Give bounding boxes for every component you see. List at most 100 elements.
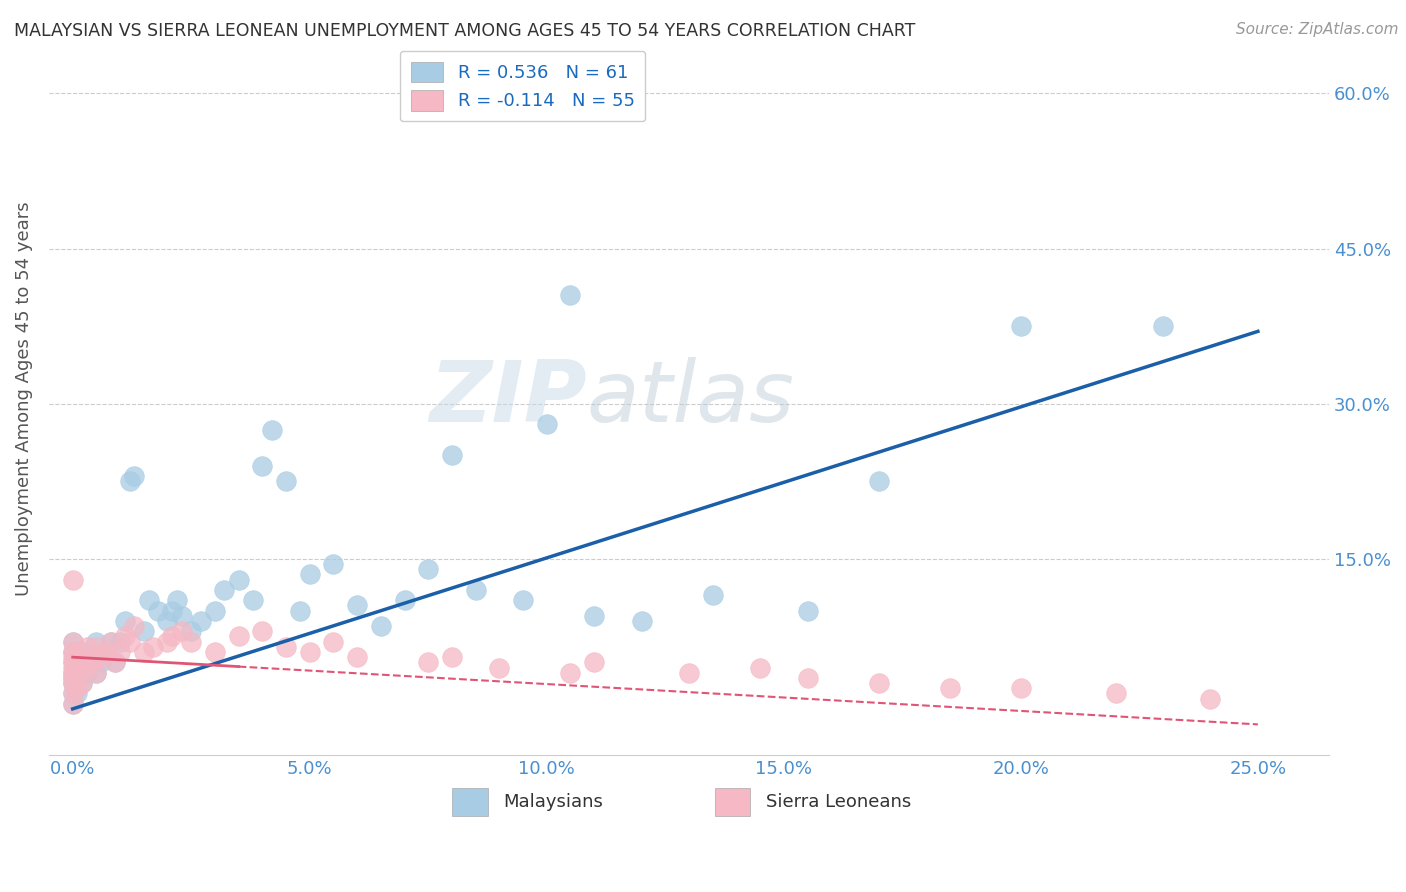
Point bbox=[868, 676, 890, 690]
Point bbox=[90, 656, 112, 670]
Point bbox=[162, 630, 184, 644]
Point bbox=[62, 665, 84, 680]
Point bbox=[749, 660, 772, 674]
Point bbox=[214, 582, 236, 597]
Point bbox=[418, 656, 440, 670]
Point bbox=[76, 660, 98, 674]
Point bbox=[142, 640, 165, 654]
Point bbox=[66, 645, 89, 659]
Point bbox=[70, 676, 93, 690]
Point bbox=[630, 614, 652, 628]
Point bbox=[180, 624, 202, 639]
Point bbox=[62, 645, 84, 659]
Point bbox=[252, 624, 274, 639]
Point bbox=[512, 593, 534, 607]
Point bbox=[678, 665, 700, 680]
Point bbox=[274, 475, 297, 489]
Point bbox=[242, 593, 264, 607]
Point bbox=[298, 567, 321, 582]
Point bbox=[418, 562, 440, 576]
Point bbox=[76, 665, 98, 680]
Point bbox=[86, 665, 108, 680]
Point bbox=[62, 645, 84, 659]
Point bbox=[346, 650, 368, 665]
Point bbox=[138, 593, 160, 607]
Point bbox=[868, 475, 890, 489]
Point bbox=[1010, 319, 1032, 334]
Point bbox=[76, 640, 98, 654]
Point bbox=[62, 665, 84, 680]
Point bbox=[62, 660, 84, 674]
Point bbox=[90, 650, 112, 665]
Point bbox=[583, 608, 606, 623]
Point bbox=[204, 604, 226, 618]
Point bbox=[80, 656, 103, 670]
Point bbox=[62, 697, 84, 711]
Point bbox=[166, 593, 188, 607]
Point bbox=[62, 686, 84, 700]
Point bbox=[124, 469, 146, 483]
Point bbox=[100, 634, 122, 648]
Point bbox=[156, 614, 179, 628]
Point bbox=[70, 656, 93, 670]
Y-axis label: Unemployment Among Ages 45 to 54 years: Unemployment Among Ages 45 to 54 years bbox=[15, 202, 32, 596]
Point bbox=[370, 619, 392, 633]
Point bbox=[62, 634, 84, 648]
Point bbox=[104, 656, 127, 670]
Point bbox=[86, 640, 108, 654]
Point bbox=[180, 634, 202, 648]
Point bbox=[1105, 686, 1128, 700]
Text: Source: ZipAtlas.com: Source: ZipAtlas.com bbox=[1236, 22, 1399, 37]
Point bbox=[76, 645, 98, 659]
Point bbox=[104, 656, 127, 670]
Point bbox=[796, 604, 818, 618]
Point bbox=[702, 588, 724, 602]
Point bbox=[118, 475, 141, 489]
Point bbox=[124, 619, 146, 633]
Point bbox=[62, 671, 84, 685]
Point bbox=[583, 656, 606, 670]
Point bbox=[156, 634, 179, 648]
Point bbox=[1199, 691, 1222, 706]
Point bbox=[560, 665, 582, 680]
Point bbox=[86, 665, 108, 680]
Point bbox=[62, 697, 84, 711]
Point bbox=[66, 665, 89, 680]
Point bbox=[108, 634, 131, 648]
Point bbox=[70, 676, 93, 690]
Point bbox=[488, 660, 510, 674]
Point bbox=[94, 645, 117, 659]
Text: MALAYSIAN VS SIERRA LEONEAN UNEMPLOYMENT AMONG AGES 45 TO 54 YEARS CORRELATION C: MALAYSIAN VS SIERRA LEONEAN UNEMPLOYMENT… bbox=[14, 22, 915, 40]
Point bbox=[536, 417, 558, 432]
Point bbox=[938, 681, 960, 696]
Point bbox=[228, 630, 250, 644]
Text: ZIP: ZIP bbox=[429, 357, 586, 440]
Point bbox=[204, 645, 226, 659]
Point bbox=[62, 656, 84, 670]
Point bbox=[132, 645, 155, 659]
Point bbox=[118, 634, 141, 648]
Text: Sierra Leoneans: Sierra Leoneans bbox=[766, 793, 911, 811]
Point bbox=[114, 630, 136, 644]
Point bbox=[86, 634, 108, 648]
Point bbox=[62, 686, 84, 700]
Point bbox=[440, 449, 463, 463]
Point bbox=[260, 423, 283, 437]
Point bbox=[62, 634, 84, 648]
Point bbox=[66, 681, 89, 696]
Point bbox=[62, 676, 84, 690]
Point bbox=[1152, 319, 1174, 334]
Point bbox=[100, 634, 122, 648]
Point bbox=[440, 650, 463, 665]
Point bbox=[108, 645, 131, 659]
Point bbox=[66, 645, 89, 659]
Point bbox=[80, 656, 103, 670]
Point bbox=[146, 604, 169, 618]
Point bbox=[1010, 681, 1032, 696]
Point bbox=[170, 624, 193, 639]
Point bbox=[162, 604, 184, 618]
Point bbox=[346, 599, 368, 613]
Point bbox=[94, 645, 117, 659]
Point bbox=[66, 665, 89, 680]
Point bbox=[114, 614, 136, 628]
